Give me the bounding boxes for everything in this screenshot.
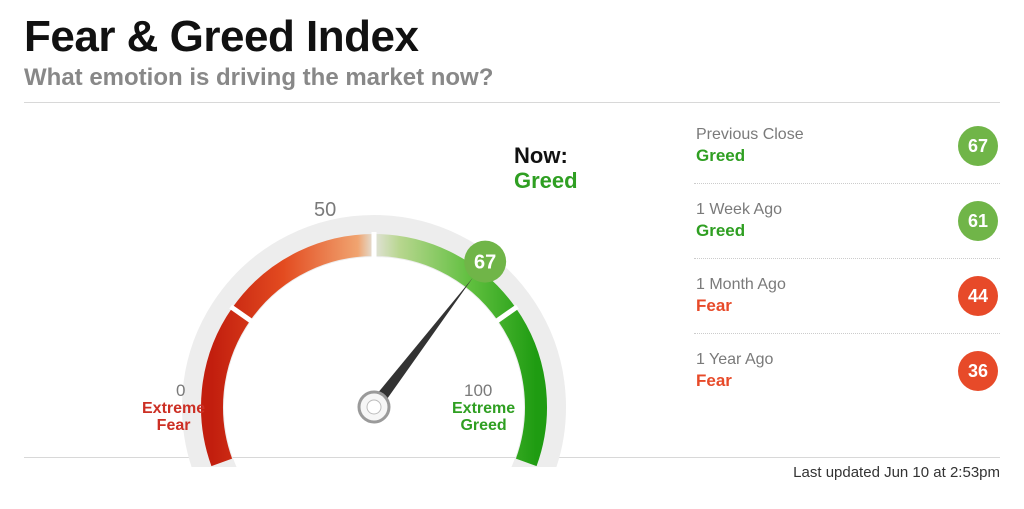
svg-text:67: 67 (474, 252, 496, 274)
history-sidebar: Previous CloseGreed671 Week AgoGreed611 … (694, 109, 1000, 455)
page-subtitle: What emotion is driving the market now? (24, 64, 1000, 92)
gauge-tick-high: 100 (464, 381, 492, 401)
gauge-panel: 67 Now: Greed 50 0 100 Extreme Fear Extr… (24, 109, 694, 455)
history-row-left: Previous Close Greed (696, 126, 804, 166)
history-row-left: 1 Year Ago Fear (696, 351, 773, 391)
history-value-badge: 67 (958, 126, 998, 166)
label-text: Fear (157, 417, 191, 434)
history-row: 1 Month Ago Fear 44 (694, 259, 1000, 334)
gauge-label-extreme-greed: Extreme Greed (452, 401, 515, 435)
history-value-badge: 44 (958, 276, 998, 316)
gauge-label-extreme-fear: Extreme Fear (142, 401, 205, 435)
history-value-badge: 36 (958, 351, 998, 391)
last-updated: Last updated Jun 10 at 2:53pm (793, 464, 1000, 481)
history-row: Previous Close Greed 67 (694, 109, 1000, 184)
gauge-now-block: Now: Greed (514, 143, 578, 194)
history-emotion: Greed (696, 146, 804, 166)
divider (24, 102, 1000, 103)
history-row: 1 Year Ago Fear 36 (694, 334, 1000, 408)
label-text: Extreme (142, 400, 205, 417)
gauge-tick-mid: 50 (314, 199, 336, 222)
gauge-now-emotion: Greed (514, 168, 578, 193)
history-emotion: Greed (696, 221, 782, 241)
history-emotion: Fear (696, 371, 773, 391)
page-title: Fear & Greed Index (24, 12, 1000, 62)
history-row-left: 1 Month Ago Fear (696, 276, 786, 316)
history-label: 1 Week Ago (696, 201, 782, 219)
label-text: Extreme (452, 400, 515, 417)
gauge-now-label: Now: (514, 143, 578, 168)
label-text: Greed (460, 417, 506, 434)
history-row-left: 1 Week Ago Greed (696, 201, 782, 241)
gauge-tick-low: 0 (176, 381, 185, 401)
content: 67 Now: Greed 50 0 100 Extreme Fear Extr… (24, 109, 1000, 455)
history-emotion: Fear (696, 296, 786, 316)
history-label: 1 Month Ago (696, 276, 786, 294)
history-label: Previous Close (696, 126, 804, 144)
history-row: 1 Week Ago Greed 61 (694, 184, 1000, 259)
history-value-badge: 61 (958, 201, 998, 241)
history-label: 1 Year Ago (696, 351, 773, 369)
